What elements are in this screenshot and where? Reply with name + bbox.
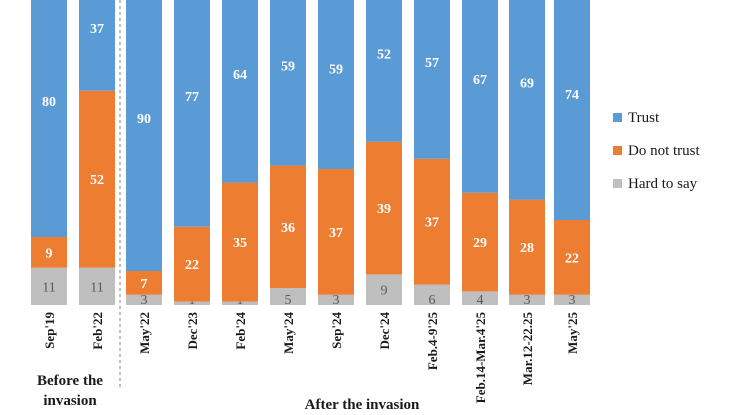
bar-hard-to-say-feb-24 bbox=[222, 301, 258, 305]
value-label-do-not-trust-dec-23: 22 bbox=[185, 258, 199, 273]
bar-trust-feb-4-9-25 bbox=[414, 0, 450, 159]
bar-do-not-trust-feb-14-mar-4-25 bbox=[462, 192, 498, 292]
legend-swatch-do-not-trust bbox=[613, 146, 622, 155]
x-tick-sep-19: Sep'19 bbox=[42, 312, 57, 349]
x-tick-feb-14-mar-4-25: Feb.14-Mar.4'25 bbox=[473, 312, 488, 404]
bar-hard-to-say-feb-14-mar-4-25 bbox=[462, 291, 498, 305]
value-label-trust-sep-24: 59 bbox=[329, 63, 343, 78]
value-label-trust-mar-12-22-25: 69 bbox=[520, 76, 534, 91]
value-label-hard-to-say-may-25: 3 bbox=[569, 293, 576, 308]
group-labels: Before the invasion After the invasion bbox=[37, 373, 420, 413]
value-label-do-not-trust-may-22: 7 bbox=[141, 277, 148, 292]
value-label-trust-feb-14-mar-4-25: 67 bbox=[473, 73, 487, 88]
bar-trust-feb-24 bbox=[222, 0, 258, 183]
legend-label-do-not-trust: Do not trust bbox=[628, 143, 701, 159]
value-label-trust-feb-24: 64 bbox=[233, 68, 247, 83]
value-label-do-not-trust-sep-24: 37 bbox=[329, 226, 343, 241]
value-label-hard-to-say-sep-24: 3 bbox=[333, 293, 340, 308]
bar-hard-to-say-sep-19 bbox=[31, 267, 67, 305]
value-label-hard-to-say-may-22: 3 bbox=[141, 293, 148, 308]
value-label-do-not-trust-may-24: 36 bbox=[281, 221, 295, 236]
bar-trust-dec-23 bbox=[174, 0, 210, 227]
value-label-trust-feb-4-9-25: 57 bbox=[425, 56, 439, 71]
bar-hard-to-say-dec-23 bbox=[174, 301, 210, 305]
value-label-do-not-trust-dec-24: 39 bbox=[377, 202, 391, 217]
bar-do-not-trust-mar-12-22-25 bbox=[509, 199, 545, 295]
bar-hard-to-say-mar-12-22-25 bbox=[509, 294, 545, 305]
bar-hard-to-say-sep-24 bbox=[318, 294, 354, 305]
value-label-do-not-trust-mar-12-22-25: 28 bbox=[520, 241, 534, 256]
value-label-hard-to-say-dec-24: 9 bbox=[381, 284, 388, 299]
bar-hard-to-say-may-22 bbox=[126, 294, 162, 305]
bar-do-not-trust-sep-19 bbox=[31, 237, 67, 268]
bar-do-not-trust-feb-22 bbox=[79, 90, 115, 268]
bar-trust-may-25 bbox=[554, 0, 590, 220]
bar-hard-to-say-dec-24 bbox=[366, 274, 402, 305]
x-tick-labels: Sep'19 Feb'22 May'22 Dec'23 Feb'24 May'24 Sep'… bbox=[42, 312, 580, 404]
bar-trust-feb-14-mar-4-25 bbox=[462, 0, 498, 193]
value-label-trust-dec-24: 52 bbox=[377, 47, 391, 62]
bar-do-not-trust-dec-23 bbox=[174, 226, 210, 302]
bar-trust-may-24 bbox=[270, 0, 306, 166]
x-tick-dec-23: Dec'23 bbox=[185, 312, 200, 350]
bar-trust-feb-22 bbox=[79, 0, 115, 91]
value-label-trust-feb-22: 37 bbox=[90, 22, 104, 37]
bar-hard-to-say-feb-22 bbox=[79, 267, 115, 305]
bars-layer: 1198011523737901227713564536593375993952… bbox=[31, 0, 590, 308]
group-label-before-line-1: Before the bbox=[37, 373, 103, 389]
x-tick-may-25: May'25 bbox=[565, 312, 580, 354]
bar-do-not-trust-may-25 bbox=[554, 220, 590, 295]
value-label-trust-sep-19: 80 bbox=[42, 95, 56, 110]
group-label-after-line-1: After the invasion bbox=[305, 397, 420, 413]
x-tick-may-24: May'24 bbox=[281, 312, 296, 354]
group-label-before-line-2: invasion bbox=[43, 393, 97, 409]
bar-hard-to-say-feb-4-9-25 bbox=[414, 284, 450, 305]
value-label-do-not-trust-feb-4-9-25: 37 bbox=[425, 216, 439, 231]
value-label-do-not-trust-feb-24: 35 bbox=[233, 236, 247, 251]
value-label-do-not-trust-feb-14-mar-4-25: 29 bbox=[473, 236, 487, 251]
value-label-do-not-trust-feb-22: 52 bbox=[90, 173, 104, 188]
value-label-hard-to-say-mar-12-22-25: 3 bbox=[524, 293, 531, 308]
bar-hard-to-say-may-25 bbox=[554, 294, 590, 305]
value-label-do-not-trust-may-25: 22 bbox=[565, 251, 579, 266]
value-label-trust-dec-23: 77 bbox=[185, 90, 199, 105]
x-tick-feb-22: Feb'22 bbox=[90, 312, 105, 350]
bar-do-not-trust-sep-24 bbox=[318, 169, 354, 295]
value-label-hard-to-say-feb-22: 11 bbox=[90, 280, 103, 295]
x-tick-dec-24: Dec'24 bbox=[377, 312, 392, 350]
x-tick-mar-12-22-25: Mar.12-22.25 bbox=[520, 312, 535, 386]
value-label-trust-may-25: 74 bbox=[565, 88, 579, 103]
bar-trust-mar-12-22-25 bbox=[509, 0, 545, 200]
legend-label-trust: Trust bbox=[628, 110, 660, 126]
bar-trust-may-22 bbox=[126, 0, 162, 271]
bar-do-not-trust-may-22 bbox=[126, 271, 162, 295]
x-tick-sep-24: Sep'24 bbox=[329, 312, 344, 349]
value-label-trust-may-22: 90 bbox=[137, 112, 151, 127]
x-tick-feb-24: Feb'24 bbox=[233, 312, 248, 350]
bar-do-not-trust-may-24 bbox=[270, 165, 306, 288]
value-label-hard-to-say-may-24: 5 bbox=[285, 293, 292, 308]
x-tick-may-22: May'22 bbox=[137, 312, 152, 354]
bar-trust-sep-24 bbox=[318, 0, 354, 169]
value-label-do-not-trust-sep-19: 9 bbox=[46, 246, 53, 261]
bar-do-not-trust-feb-24 bbox=[222, 182, 258, 302]
bar-do-not-trust-feb-4-9-25 bbox=[414, 158, 450, 285]
value-label-hard-to-say-feb-14-mar-4-25: 4 bbox=[477, 293, 484, 308]
bar-trust-sep-19 bbox=[31, 0, 67, 237]
value-label-hard-to-say-sep-19: 11 bbox=[42, 280, 55, 295]
legend-label-hard-to-say: Hard to say bbox=[628, 176, 698, 192]
bar-trust-dec-24 bbox=[366, 0, 402, 142]
value-label-hard-to-say-feb-4-9-25: 6 bbox=[429, 293, 436, 308]
x-tick-feb-4-9-25: Feb.4-9'25 bbox=[425, 312, 440, 371]
legend-swatch-trust bbox=[613, 113, 622, 122]
legend-swatch-hard-to-say bbox=[613, 179, 622, 188]
bar-do-not-trust-dec-24 bbox=[366, 141, 402, 275]
legend: Trust Do not trust Hard to say bbox=[613, 110, 701, 192]
value-label-trust-may-24: 59 bbox=[281, 59, 295, 74]
bar-hard-to-say-may-24 bbox=[270, 288, 306, 305]
